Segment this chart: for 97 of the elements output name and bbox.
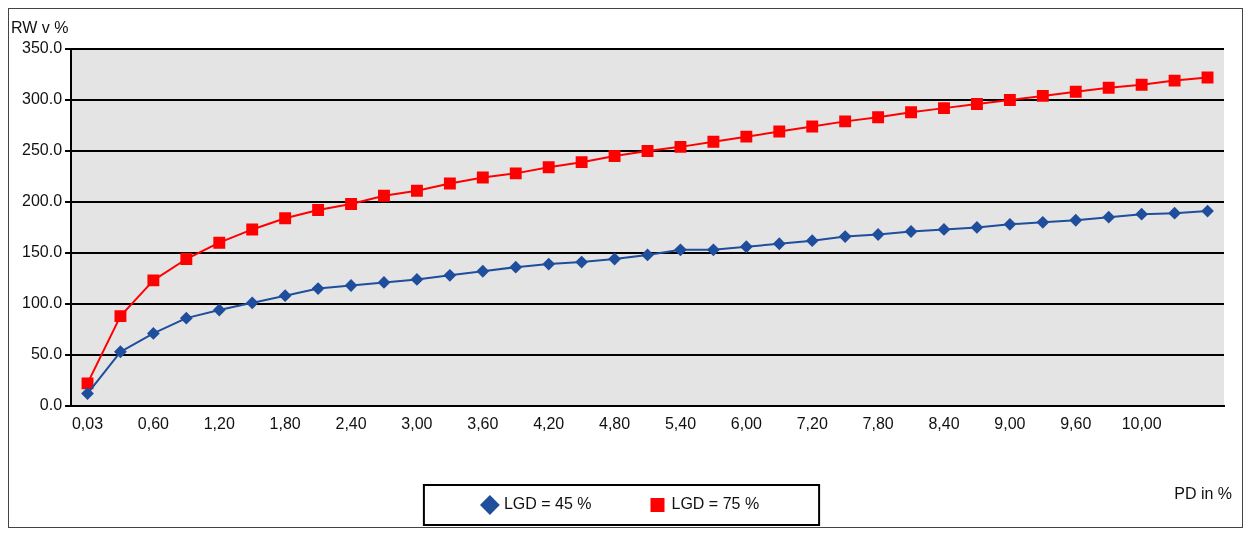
point xyxy=(542,161,555,174)
point xyxy=(509,261,522,274)
point xyxy=(377,276,390,289)
point xyxy=(1102,81,1115,94)
point xyxy=(509,167,522,180)
point xyxy=(839,230,852,243)
x-tick-label: 1,80 xyxy=(269,414,301,432)
x-tick-label: 0,03 xyxy=(71,414,104,432)
point xyxy=(345,279,358,292)
point xyxy=(147,327,160,340)
x-tick-label: 2,40 xyxy=(335,414,367,432)
point xyxy=(905,225,918,238)
x-tick-label: 8,40 xyxy=(928,414,960,432)
point xyxy=(279,289,292,302)
point xyxy=(872,228,885,241)
point xyxy=(114,345,127,358)
point xyxy=(180,253,193,265)
x-tick-label: 4,20 xyxy=(533,414,565,432)
point xyxy=(938,223,950,236)
point xyxy=(740,240,753,253)
y-tick-label: 100.0 xyxy=(21,294,63,312)
point xyxy=(443,269,456,282)
point xyxy=(1201,205,1214,218)
point xyxy=(1135,208,1148,221)
point xyxy=(905,106,917,119)
point xyxy=(1069,85,1082,98)
point xyxy=(378,189,390,202)
point xyxy=(773,125,786,138)
point xyxy=(608,150,621,162)
x-tick-label: 7,80 xyxy=(862,414,894,432)
point xyxy=(641,248,654,261)
x-tick-label: 9,00 xyxy=(994,414,1026,432)
y-tick-label: 350.0 xyxy=(21,39,63,57)
y-tick-label: 200.0 xyxy=(21,192,63,210)
y-tick-label: 0.0 xyxy=(39,396,63,414)
point xyxy=(773,237,786,250)
point xyxy=(608,253,621,265)
point xyxy=(806,234,819,247)
point xyxy=(81,387,94,400)
x-tick-label: 5,40 xyxy=(664,414,697,432)
legend-label: LGD = 75 % xyxy=(671,495,760,513)
point xyxy=(970,221,983,234)
legend-label: LGD = 45 % xyxy=(503,495,592,513)
point xyxy=(246,223,259,236)
point xyxy=(246,296,259,309)
point xyxy=(147,274,160,287)
point xyxy=(674,140,687,153)
point xyxy=(1069,214,1082,227)
point xyxy=(476,171,489,184)
point xyxy=(443,177,456,190)
x-tick-label: 3,00 xyxy=(401,414,433,432)
x-tick-label: 0,60 xyxy=(137,414,170,432)
y-tick-label: 50.0 xyxy=(30,345,63,363)
point xyxy=(410,184,423,197)
point xyxy=(938,102,950,115)
point xyxy=(1003,218,1016,231)
point xyxy=(1102,211,1115,224)
y-tick-label: 300.0 xyxy=(21,90,63,108)
point xyxy=(1168,74,1181,87)
x-tick-label: 1,20 xyxy=(203,414,235,432)
point xyxy=(707,135,720,148)
point xyxy=(575,156,588,169)
point xyxy=(970,98,983,110)
point xyxy=(1135,78,1148,91)
point xyxy=(476,265,489,278)
point xyxy=(180,312,193,325)
x-tick-label: 3,60 xyxy=(467,414,499,432)
point xyxy=(312,204,325,217)
y-axis-title: RW v % xyxy=(11,19,69,37)
y-tick-label: 250.0 xyxy=(21,141,63,159)
point xyxy=(839,115,852,128)
x-tick-label: 4,80 xyxy=(599,414,631,432)
point xyxy=(1036,89,1049,102)
point xyxy=(740,130,753,143)
point xyxy=(1036,216,1049,229)
x-tick-label: 7,20 xyxy=(796,414,828,432)
point xyxy=(542,258,555,271)
point xyxy=(312,282,325,295)
point xyxy=(410,273,423,286)
point xyxy=(707,243,720,256)
x-tick-label: 9,60 xyxy=(1060,414,1092,432)
point xyxy=(114,310,127,323)
point xyxy=(872,111,885,124)
y-tick-label: 150.0 xyxy=(21,243,63,261)
point xyxy=(279,212,292,225)
point xyxy=(345,198,357,210)
point xyxy=(674,243,687,256)
point xyxy=(1003,94,1016,106)
point xyxy=(1168,207,1181,220)
point xyxy=(806,120,819,133)
point xyxy=(213,303,226,316)
point xyxy=(575,256,588,269)
point xyxy=(641,144,654,157)
point xyxy=(213,236,226,249)
x-tick-label: 10,00 xyxy=(1121,414,1162,432)
x-axis-title: PD in % xyxy=(1174,485,1232,503)
x-tick-label: 6,00 xyxy=(730,414,763,432)
